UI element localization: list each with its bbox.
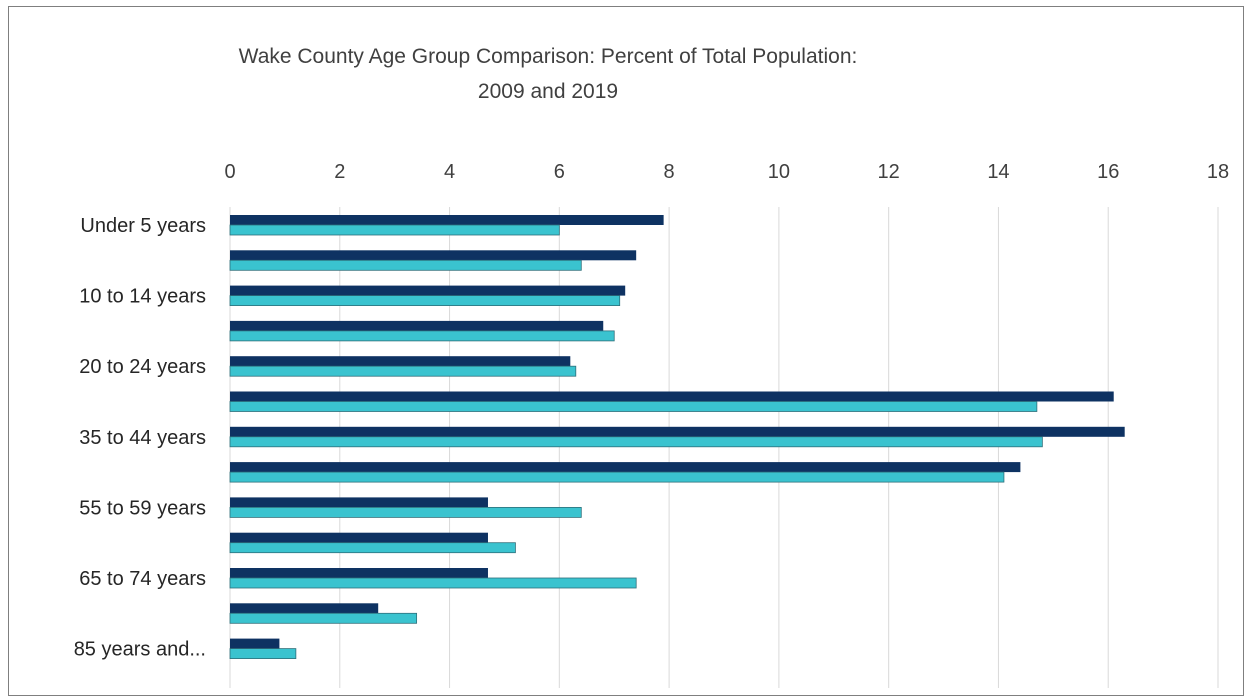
x-axis-ticks: 0 2 4 6 8 10 12 14 16 18: [224, 161, 1229, 183]
x-tick-label: 6: [554, 161, 565, 183]
bar-series1-7: [230, 462, 1021, 473]
bar-series2-3: [229, 330, 615, 342]
category-label: 10 to 14 years: [79, 286, 206, 308]
category-label: 65 to 74 years: [79, 568, 206, 590]
bars: [229, 215, 1125, 659]
bar-series2-0: [229, 224, 560, 236]
bar-series2-1: [229, 259, 582, 271]
bar-series1-9: [230, 532, 488, 543]
bar-series2-4: [229, 365, 577, 377]
x-tick-label: 16: [1097, 161, 1119, 183]
bar-series1-11: [230, 603, 379, 614]
category-label: 35 to 44 years: [79, 427, 206, 449]
x-tick-label: 2: [334, 161, 345, 183]
bar-series2-7: [229, 471, 1005, 483]
bar-series2-12: [229, 648, 297, 659]
category-labels: Under 5 years 10 to 14 years 20 to 24 year…: [74, 215, 206, 661]
bar-series1-4: [230, 356, 571, 367]
bar-series1-12: [230, 638, 280, 649]
bar-series2-11: [229, 612, 418, 624]
bar-series2-2: [229, 295, 621, 307]
bar-series2-6: [229, 436, 1043, 448]
bar-series1-0: [230, 215, 664, 225]
x-tick-label: 12: [878, 161, 900, 183]
category-label: Under 5 years: [80, 215, 206, 237]
bar-series1-2: [230, 285, 626, 296]
bar-series2-10: [229, 577, 637, 589]
category-label: 20 to 24 years: [79, 356, 206, 378]
x-tick-label: 18: [1207, 161, 1229, 183]
bar-series2-8: [229, 506, 582, 518]
category-label: 55 to 59 years: [79, 497, 206, 519]
bar-series1-5: [230, 391, 1114, 402]
bar-series1-10: [230, 568, 488, 578]
chart-title-line2: 2009 and 2019: [478, 80, 618, 103]
bar-series1-8: [230, 497, 488, 508]
x-tick-label: 10: [768, 161, 790, 183]
bar-series1-6: [230, 426, 1125, 437]
bar-series1-1: [230, 250, 637, 261]
category-label: 85 years and...: [74, 639, 206, 661]
x-tick-label: 8: [664, 161, 675, 183]
x-tick-label: 14: [987, 161, 1009, 183]
bar-series1-3: [230, 320, 604, 331]
x-tick-label: 0: [224, 161, 235, 183]
x-tick-label: 4: [444, 161, 455, 183]
bar-series2-9: [229, 542, 516, 554]
chart-title-line1: Wake County Age Group Comparison: Percen…: [239, 45, 858, 68]
bar-series2-5: [229, 401, 1038, 412]
